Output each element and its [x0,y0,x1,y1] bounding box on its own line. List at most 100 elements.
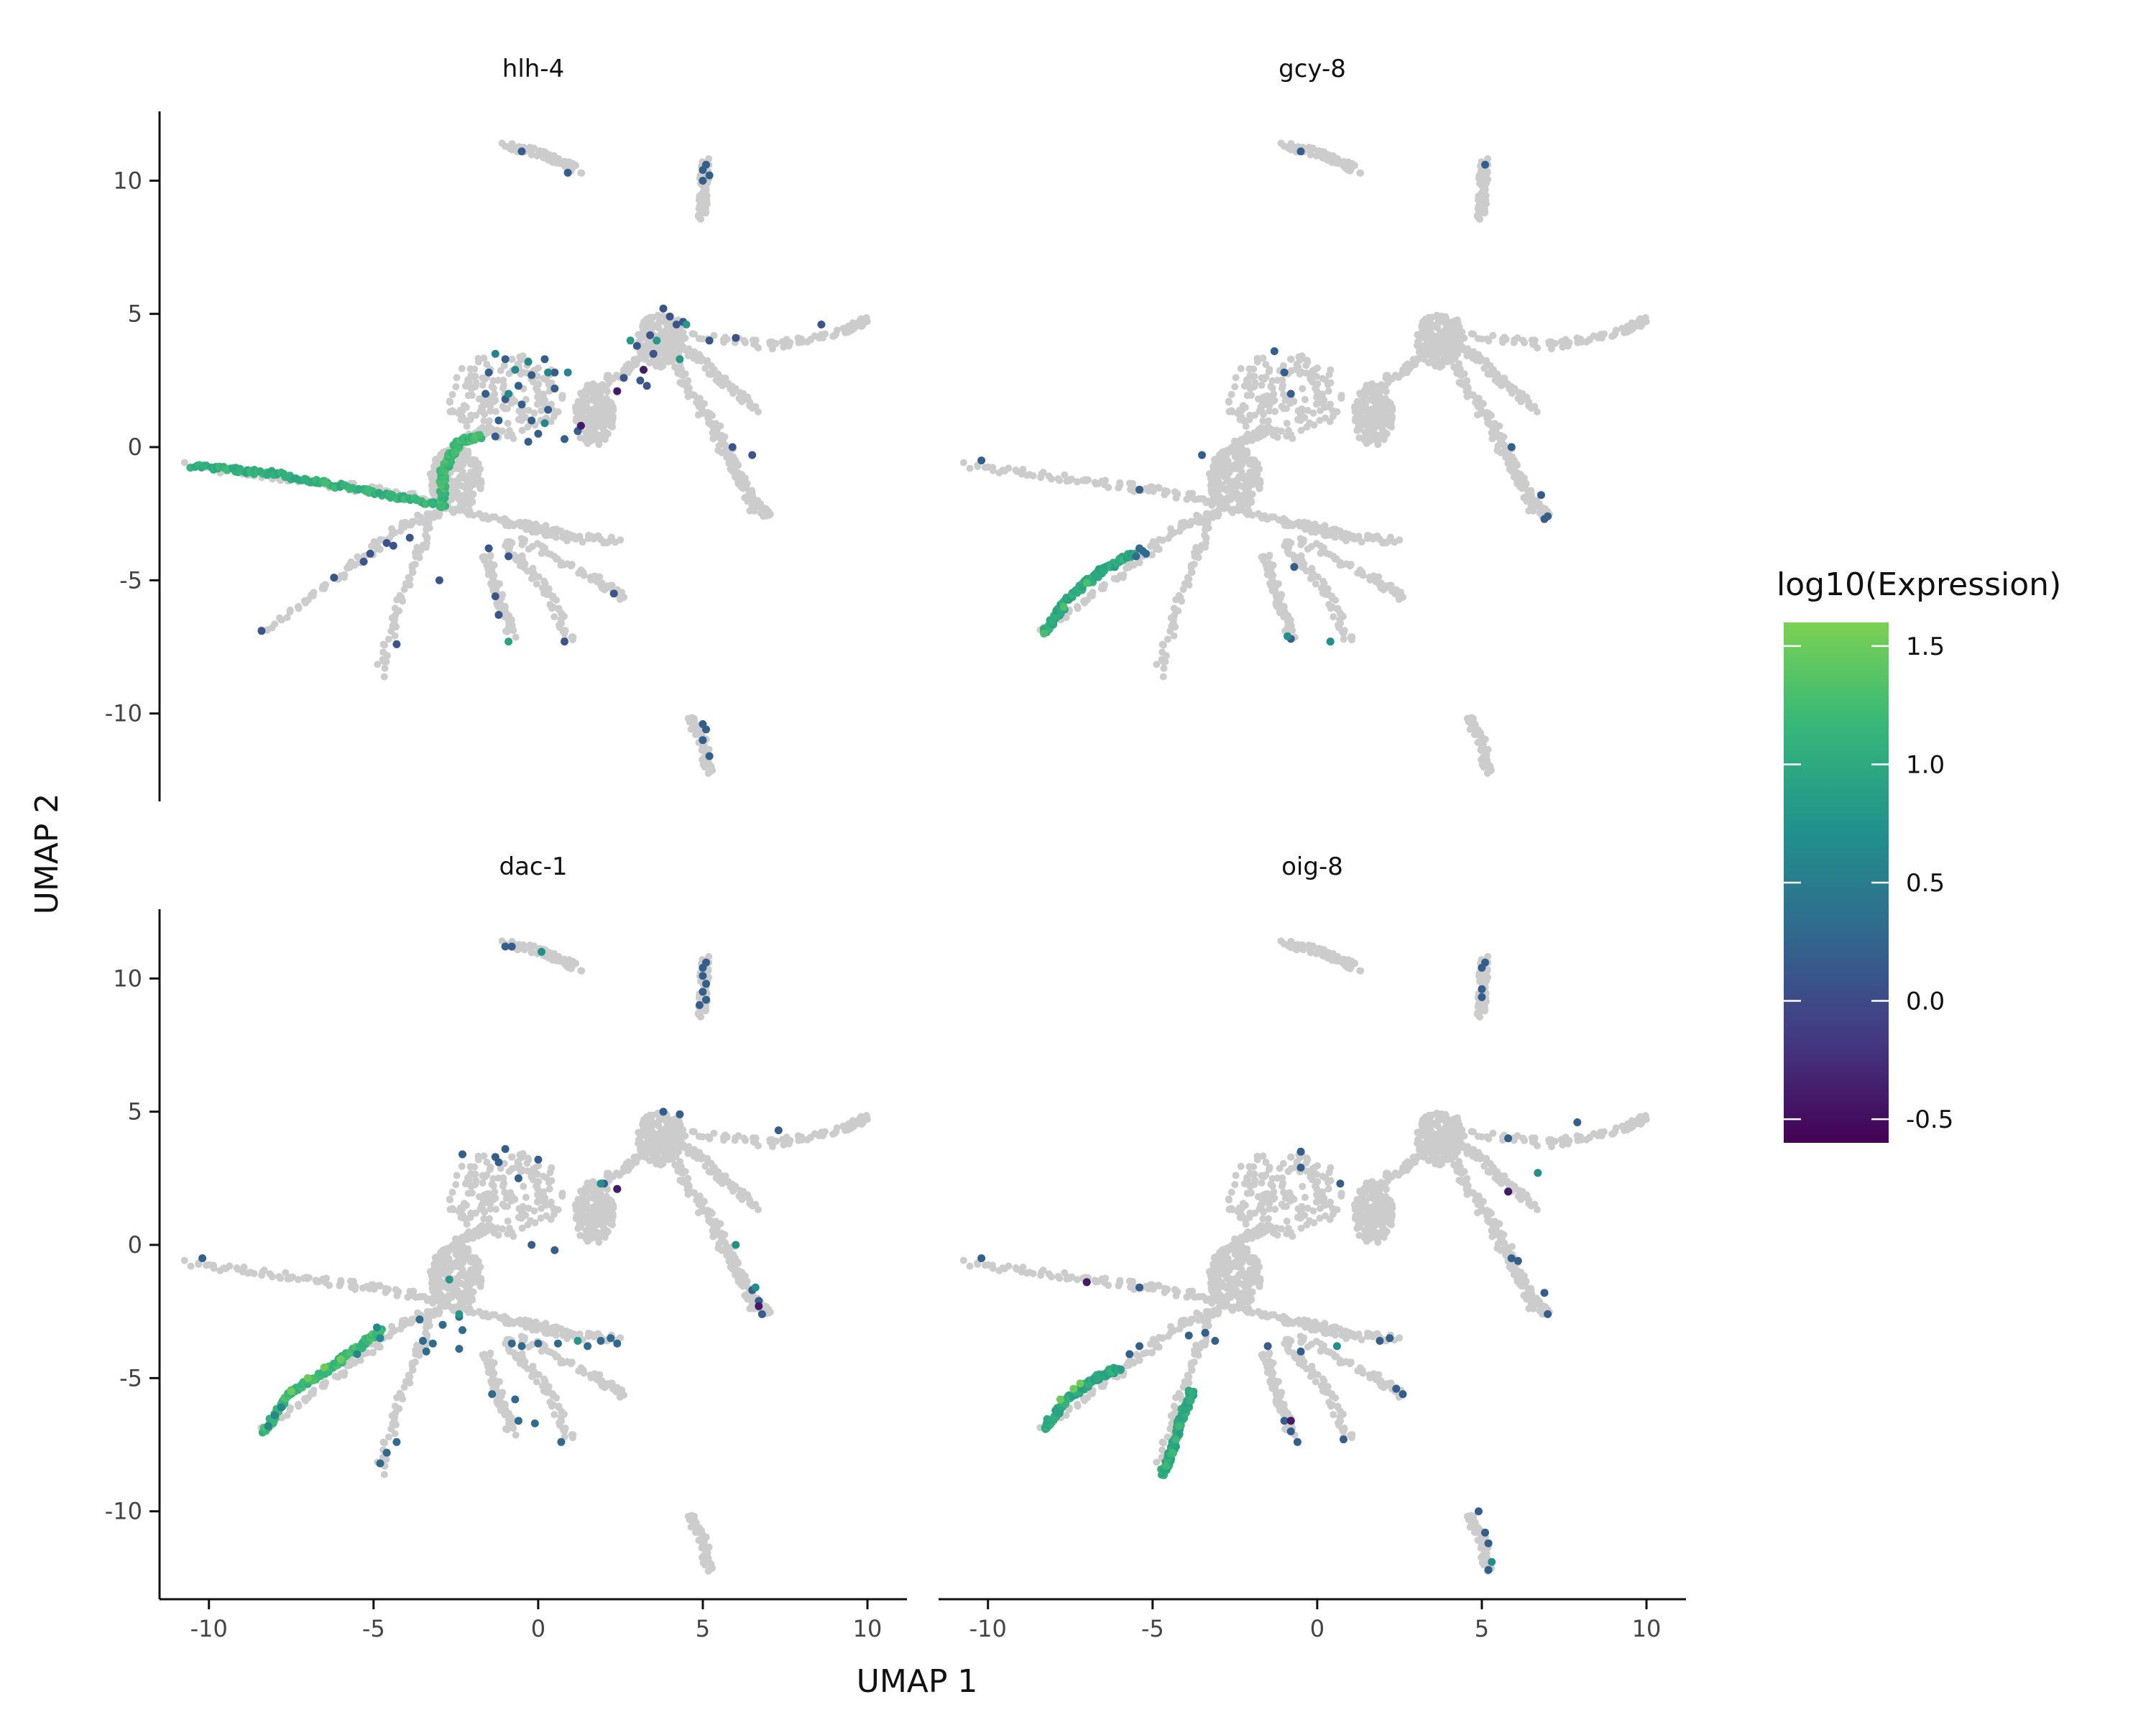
background-cell-point [701,364,709,372]
expression-point [649,349,658,358]
background-cell-point [1214,489,1222,497]
background-cell-point [580,398,588,406]
background-cell-point [744,497,752,505]
background-cell-point [704,769,712,777]
background-cell-point [786,1136,794,1144]
background-cell-point [750,500,757,508]
background-cell-point [557,1325,565,1333]
background-cell-point [1243,392,1251,400]
background-cell-point [560,1358,568,1366]
background-cell-point [593,420,601,428]
background-cell-point [530,409,538,417]
background-cell-point [1226,480,1234,488]
background-cell-point [576,434,584,441]
expression-point [392,640,401,648]
background-cell-point [833,326,841,334]
background-cell-point [674,336,682,344]
background-cell-point [1416,330,1424,338]
background-cell-point [521,1358,529,1366]
background-cell-point [1473,212,1481,220]
expression-point [511,366,520,374]
expression-point [563,368,572,377]
background-cell-point [525,407,533,414]
expression-point [501,355,510,364]
background-cell-point [581,392,589,400]
background-cell-point [1437,330,1445,338]
background-cell-point [573,405,581,413]
background-cell-point [456,506,464,514]
background-cell-point [187,1262,195,1270]
background-cell-point [380,673,388,681]
background-cell-point [525,545,533,553]
background-cell-point [697,357,705,365]
background-cell-point [1310,421,1318,429]
background-cell-point [1327,379,1335,387]
background-cell-point [424,512,432,520]
background-cell-point [1450,317,1458,325]
background-cell-point [1529,500,1536,508]
expression-point [528,371,536,380]
background-cell-point [1480,763,1488,771]
expression-point [636,376,645,385]
background-cell-point [295,1402,303,1410]
background-cell-point [535,394,543,402]
background-cell-point [1304,545,1312,553]
background-cell-point [512,1431,520,1439]
background-cell-point [1336,527,1344,535]
background-cell-point [709,435,717,443]
background-cell-point [616,1393,624,1401]
background-cell-point [862,1113,870,1121]
background-cell-point [1386,533,1394,541]
background-cell-point [1299,538,1307,546]
background-cell-point [399,1395,407,1403]
expression-point [534,430,543,438]
background-cell-point [1310,572,1318,580]
background-cell-point [1353,413,1361,420]
background-cell-point [1179,586,1187,593]
background-cell-point [1434,319,1442,327]
background-cell-point [512,556,520,564]
expression-point [1142,549,1151,558]
background-cell-point [1242,455,1250,463]
background-cell-point [1348,636,1355,644]
background-cell-point [373,545,381,553]
background-cell-point [1511,336,1519,344]
background-cell-point [374,661,382,668]
background-cell-point [750,507,758,515]
background-cell-point [568,636,576,644]
background-cell-point [504,420,512,427]
background-cell-point [617,536,625,544]
background-cell-point [510,1425,517,1432]
background-cell-point [455,465,463,473]
background-cell-point [384,1433,392,1441]
background-cell-point [1368,396,1376,404]
background-cell-point [326,1282,333,1289]
background-cell-point [180,1256,188,1264]
expression-point [977,456,986,465]
expression-point [491,349,499,358]
background-cell-point [400,1384,408,1391]
background-cell-point [1498,382,1506,390]
background-cell-point [415,518,423,526]
background-cell-point [1501,334,1508,341]
expression-point [699,176,707,185]
background-cell-point [483,429,491,437]
background-cell-point [701,209,709,217]
background-cell-point [1293,360,1301,368]
background-cell-point [379,640,387,648]
background-cell-point [1464,385,1472,392]
background-cell-point [464,510,472,518]
background-cell-point [1453,336,1461,344]
background-cell-point [1307,375,1314,383]
background-cell-point [431,456,439,464]
background-cell-point [1327,604,1335,612]
facet-panel: gcy-8 [959,55,1650,777]
background-cell-point [448,390,456,398]
expression-point [705,336,714,345]
background-cell-point [1280,405,1288,413]
background-cell-point [752,402,760,410]
background-cell-point [222,1265,230,1273]
background-cell-point [463,423,471,431]
background-cell-point [1265,367,1273,375]
background-cell-point [989,464,997,472]
